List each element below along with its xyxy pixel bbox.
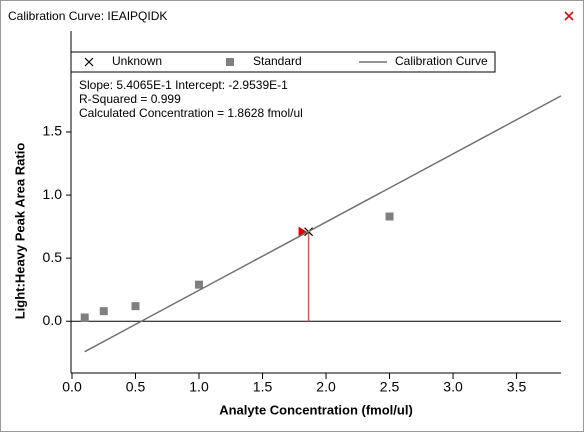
standard-point — [195, 280, 204, 289]
x-tick-label: 1.5 — [253, 379, 273, 395]
legend-marker — [226, 58, 234, 66]
calibration-line — [84, 95, 562, 353]
standard-point — [99, 307, 108, 316]
x-axis-label: Analyte Concentration (fmol/ul) — [219, 402, 413, 417]
annotation: R-Squared = 0.999 — [79, 92, 181, 106]
x-tick-label: 3.0 — [443, 379, 463, 395]
x-tick-label: 3.5 — [507, 379, 527, 395]
chart: Analyte Concentration (fmol/ul) Light:He… — [12, 31, 562, 417]
close-button[interactable] — [561, 8, 577, 24]
standard-point — [80, 313, 89, 322]
x-tick-label: 1.0 — [189, 379, 209, 395]
unknown-flag — [298, 226, 307, 237]
standard-point — [385, 212, 394, 221]
x-tick-label: 2.5 — [380, 379, 400, 395]
legend-label: Unknown — [112, 54, 162, 68]
y-tick-label: 1.0 — [43, 186, 63, 202]
annotation: Slope: 5.4065E-1 Intercept: -2.9539E-1 — [79, 78, 288, 92]
y-tick-label: 0.0 — [43, 312, 63, 328]
legend-marker — [84, 57, 94, 67]
y-tick-label: 1.5 — [43, 123, 63, 139]
standard-point — [131, 302, 140, 311]
y-axis-label: Light:Heavy Peak Area Ratio — [12, 143, 27, 320]
legend-label: Standard — [253, 54, 302, 68]
window-title: Calibration Curve: IEAIPQIDK — [8, 9, 168, 23]
annotation: Calculated Concentration = 1.8628 fmol/u… — [79, 106, 303, 120]
y-tick-label: 0.5 — [43, 249, 63, 265]
legend-label: Calibration Curve — [395, 54, 488, 68]
x-tick-label: 0.5 — [126, 379, 146, 395]
x-tick-label: 0.0 — [62, 379, 82, 395]
x-tick-label: 2.0 — [316, 379, 336, 395]
